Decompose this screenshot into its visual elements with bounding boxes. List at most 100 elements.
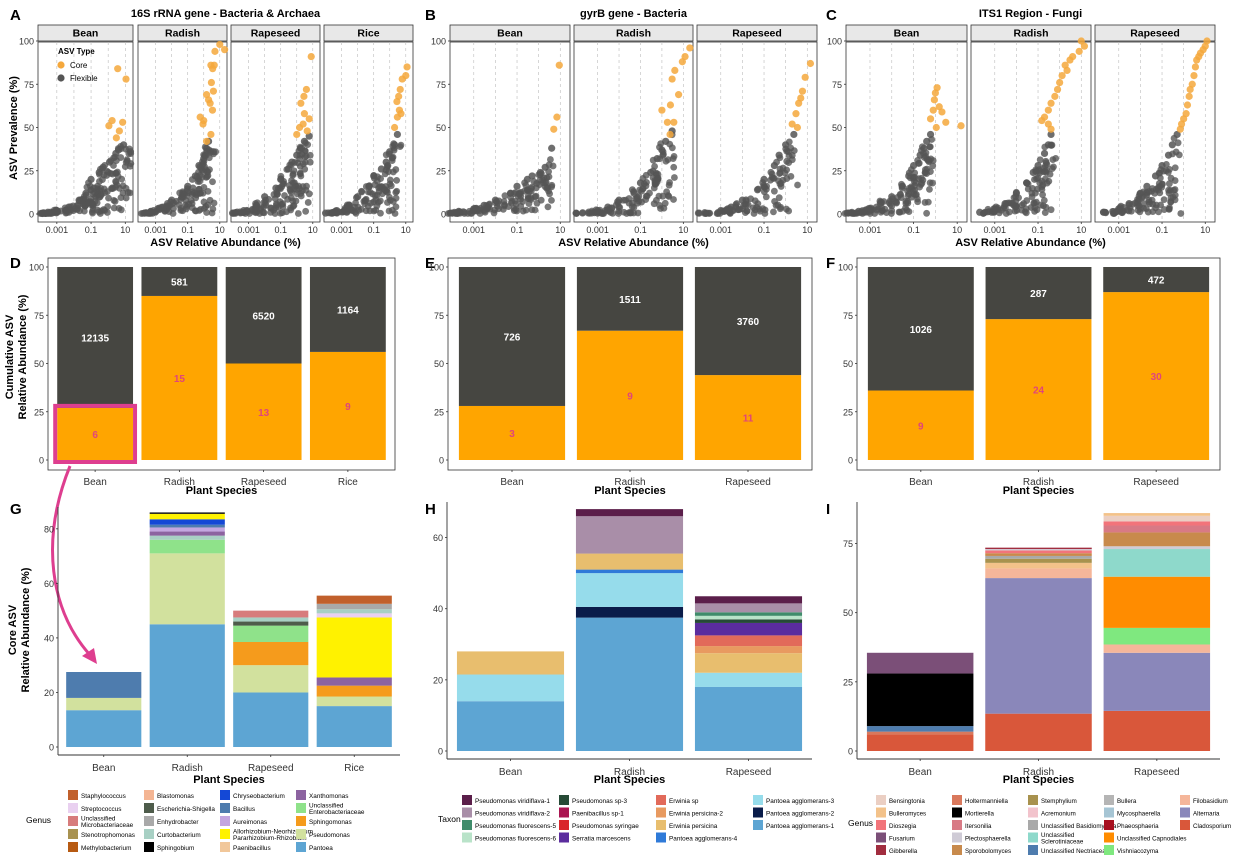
stack-segment — [149, 512, 225, 514]
flexible-point — [926, 168, 934, 175]
legend-item: Aureimonas — [220, 816, 267, 826]
flexible-point — [1174, 139, 1182, 147]
stack-segment — [316, 595, 392, 604]
flexible-point — [514, 192, 522, 200]
flexible-point — [96, 193, 104, 201]
flexible-point — [898, 182, 906, 190]
stack-segment — [149, 524, 225, 528]
x-tick-label: Radish — [172, 763, 203, 774]
stack-segment — [866, 652, 974, 674]
flexible-point — [387, 182, 395, 190]
x-tick-label: 10 — [1200, 225, 1210, 235]
flexible-point — [1156, 189, 1164, 197]
core-count-label: 9 — [627, 391, 633, 402]
flexible-point — [625, 195, 633, 202]
legend-label: Unclassified — [81, 815, 116, 822]
flexible-point — [545, 173, 553, 181]
stack-segment — [149, 527, 225, 532]
flexible-point — [1127, 207, 1135, 215]
y-tick-label: 60 — [44, 579, 54, 589]
flexible-point — [288, 158, 296, 166]
legend-label: Pantoea agglomerans-3 — [766, 798, 835, 805]
stack-segment — [694, 653, 803, 673]
y-tick-label: 0 — [848, 456, 853, 466]
x-tick-label: Rice — [338, 477, 358, 488]
flexible-point — [926, 143, 934, 151]
flexible-point — [1036, 169, 1044, 177]
flexible-point — [770, 187, 778, 195]
stack-segment — [316, 603, 392, 610]
facet-frame — [696, 41, 818, 223]
highlight-box — [53, 403, 138, 465]
core-point — [1190, 72, 1198, 80]
stack-segment — [233, 617, 309, 622]
legend-item: Staphylococcus — [68, 790, 126, 800]
facet-strip — [970, 24, 1092, 42]
flexible-point — [293, 151, 301, 159]
legend-title: Genus — [848, 818, 873, 828]
legend-item: Chryseobacterium — [220, 790, 285, 800]
y-axis-label: Relative Abundance (%) — [20, 567, 32, 692]
stack-segment — [149, 535, 225, 540]
stack-segment — [1103, 576, 1211, 628]
flexible-point — [397, 141, 405, 149]
flexible-point — [923, 137, 931, 145]
flexible-point — [192, 194, 200, 202]
stack-segment — [316, 617, 392, 678]
legend-label: Aureimonas — [233, 819, 267, 826]
x-tick-label: Radish — [614, 767, 645, 778]
flexible-point — [787, 172, 795, 180]
y-tick-label: 25 — [24, 166, 34, 176]
flexible-point — [782, 141, 790, 149]
core-point — [302, 85, 311, 94]
flexible-bar — [867, 267, 974, 391]
legend-item: Erwinia persicina-2 — [656, 807, 723, 818]
core-point — [926, 115, 935, 123]
flexible-point — [1158, 161, 1166, 170]
stack-segment — [149, 513, 225, 520]
legend-swatch — [876, 795, 886, 805]
facet-rapeseed: Rapeseed 0.001 0.1 10 — [229, 24, 321, 235]
flexible-point — [305, 190, 313, 198]
core-point — [300, 92, 308, 100]
x-tick-label: 10 — [555, 225, 565, 235]
stack-segment — [694, 619, 803, 623]
legend-label: Unclassified — [309, 802, 344, 809]
legend-swatch — [220, 816, 230, 826]
stack-segment — [1103, 515, 1211, 522]
stack-segment — [1103, 546, 1211, 550]
flexible-point — [593, 206, 602, 215]
y-tick-label: 0 — [837, 210, 842, 220]
x-tick-label: Radish — [1023, 767, 1054, 778]
legend-item: Dioszegia — [876, 820, 917, 830]
core-point — [670, 118, 678, 126]
flexible-point — [1165, 180, 1173, 188]
legend-label: Enhydrobacter — [157, 819, 199, 826]
flexible-count-label: 472 — [1148, 276, 1165, 287]
legend-swatch — [1028, 795, 1038, 805]
legend-label: Fusarium — [889, 835, 915, 842]
flexible-bar — [985, 267, 1092, 320]
y-tick-label: 100 — [19, 37, 34, 47]
flexible-point — [1171, 177, 1179, 184]
legend-label: Streptococcus — [81, 806, 122, 813]
core-point — [108, 116, 116, 125]
legend-label: Sporobolomyces — [965, 848, 1011, 855]
flexible-point — [630, 189, 638, 197]
stack-segment — [985, 713, 1092, 751]
cumulative-panel-F: F 0 25 50 75 100 9 1026 Bean 24 287 Radish 30 472 Rape… — [826, 255, 1221, 497]
legend-label: Bensingtonia — [889, 798, 925, 805]
core-count-label: 9 — [345, 402, 351, 413]
legend-title: Taxon — [438, 814, 461, 824]
stack-segment — [694, 635, 803, 647]
flexible-point — [670, 196, 677, 203]
flexible-point — [302, 207, 310, 215]
panel-label: C — [826, 7, 837, 24]
flexible-point — [1173, 130, 1181, 139]
core-point — [668, 75, 676, 83]
core-point — [795, 99, 803, 107]
panel-title: ITS1 Region - Fungi — [979, 8, 1082, 20]
flexible-point — [105, 194, 112, 202]
flexible-point — [79, 201, 87, 209]
legend-swatch-core — [57, 61, 65, 69]
